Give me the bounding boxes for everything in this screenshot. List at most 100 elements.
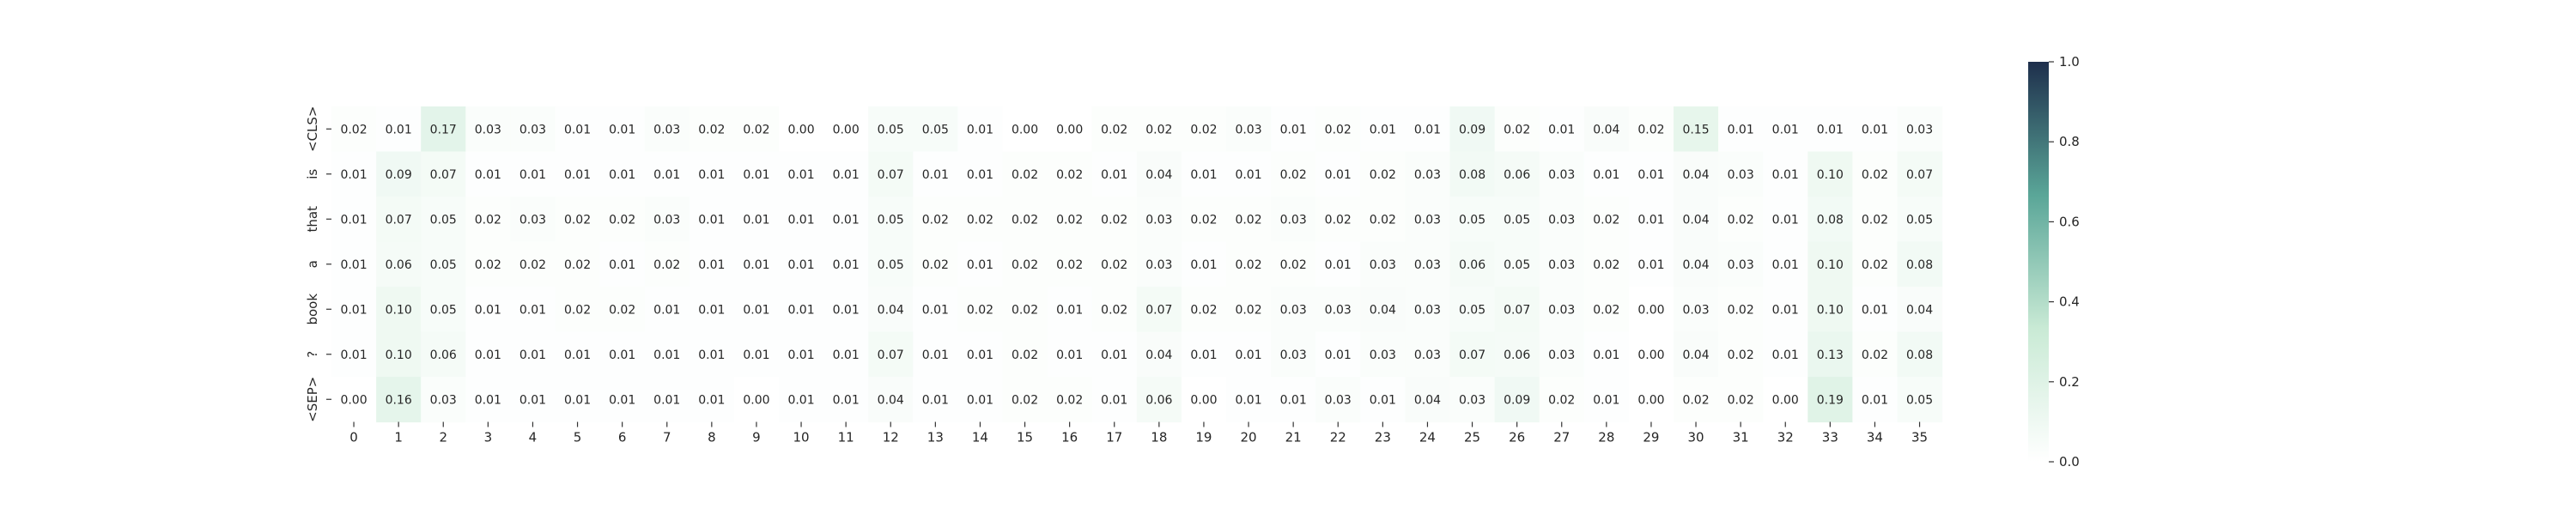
heatmap-cell: [868, 377, 914, 423]
heatmap-cell: [1449, 287, 1496, 333]
heatmap-cell: [1136, 151, 1182, 197]
x-tick-label: 9: [752, 430, 761, 445]
cell-value-label: 0.02: [967, 213, 993, 227]
cell-value-label: 0.02: [698, 123, 725, 136]
heatmap-cell: [779, 287, 824, 333]
x-tick-label: 20: [1241, 430, 1257, 445]
cell-value-label: 0.02: [1728, 393, 1754, 407]
heatmap-cell: [823, 197, 869, 243]
cell-value-label: 0.01: [519, 393, 546, 407]
cell-value-label: 0.01: [1370, 393, 1396, 407]
x-tick-label: 30: [1688, 430, 1704, 445]
cell-value-label: 0.05: [1906, 393, 1933, 407]
heatmap-cell: [1226, 151, 1272, 197]
cell-value-label: 0.01: [609, 123, 635, 136]
heatmap-cell: [1181, 287, 1227, 333]
cell-value-label: 0.00: [833, 123, 860, 136]
heatmap-cell: [1091, 241, 1138, 288]
x-tick-label: 15: [1017, 430, 1033, 445]
cell-value-label: 0.04: [1145, 168, 1172, 182]
cell-value-label: 0.01: [1325, 258, 1352, 272]
x-tick-label: 10: [793, 430, 810, 445]
cell-value-label: 0.03: [1414, 213, 1441, 227]
heatmap-cell: [510, 377, 556, 423]
cell-value-label: 0.02: [1548, 393, 1575, 407]
cell-value-label: 0.02: [967, 303, 993, 317]
cell-value-label: 0.02: [1012, 168, 1038, 182]
heatmap-cell: [1852, 106, 1899, 153]
cell-value-label: 0.00: [1637, 393, 1664, 407]
heatmap-cell: [510, 197, 556, 243]
cell-value-label: 0.01: [1772, 123, 1799, 136]
cell-value-label: 0.05: [1504, 258, 1530, 272]
heatmap-cell: [1271, 331, 1316, 378]
cell-value-label: 0.02: [1370, 213, 1396, 227]
cell-value-label: 0.03: [1548, 303, 1575, 317]
heatmap-cell: [913, 287, 958, 333]
cell-value-label: 0.03: [1459, 393, 1485, 407]
heatmap-cell: [1718, 197, 1764, 243]
heatmap-cell: [1539, 151, 1585, 197]
cell-value-label: 0.00: [340, 393, 367, 407]
heatmap-cell: [510, 241, 556, 288]
x-tick-label: 27: [1553, 430, 1570, 445]
cell-value-label: 0.01: [967, 168, 993, 182]
x-tick-label: 19: [1195, 430, 1212, 445]
cell-value-label: 0.07: [1504, 303, 1530, 317]
cell-value-label: 0.03: [1414, 168, 1441, 182]
heatmap-cell: [376, 241, 422, 288]
heatmap-cell: [1897, 197, 1943, 243]
heatmap-cell: [1852, 241, 1899, 288]
cell-value-label: 0.03: [1145, 258, 1172, 272]
heatmap-cell: [555, 151, 601, 197]
cell-value-label: 0.02: [743, 123, 769, 136]
x-tick-label: 23: [1375, 430, 1391, 445]
heatmap-cell: [689, 287, 735, 333]
x-tick-label: 13: [927, 430, 944, 445]
heatmap-cell: [957, 106, 1004, 153]
heatmap-cell: [868, 287, 914, 333]
heatmap-cell: [555, 241, 601, 288]
x-tick-label: 31: [1733, 430, 1749, 445]
heatmap-cell: [644, 287, 690, 333]
cell-value-label: 0.02: [653, 258, 680, 272]
cell-value-label: 0.02: [1056, 393, 1083, 407]
cell-value-label: 0.01: [698, 258, 725, 272]
cell-value-label: 0.04: [1682, 348, 1709, 362]
cell-value-label: 0.02: [1682, 393, 1709, 407]
cell-value-label: 0.01: [475, 348, 501, 362]
x-tick-label: 21: [1285, 430, 1302, 445]
cell-value-label: 0.02: [1593, 258, 1619, 272]
cell-value-label: 0.01: [1772, 303, 1799, 317]
heatmap-cell: [1181, 106, 1227, 153]
colorbar-ticks: 0.0 0.2 0.4 0.6 0.8 1.0: [2049, 54, 2080, 470]
cell-value-label: 0.03: [475, 123, 501, 136]
x-tick-label: 25: [1464, 430, 1480, 445]
colorbar-tick-label: 0.4: [2059, 294, 2080, 310]
heatmap-cell: [1583, 331, 1630, 378]
cell-value-label: 0.02: [1370, 168, 1396, 182]
heatmap-cell: [599, 331, 646, 378]
cell-value-label: 0.00: [1056, 123, 1083, 136]
heatmap-cell: [913, 151, 958, 197]
heatmap-cell: [1091, 287, 1138, 333]
heatmap-cell: [1807, 377, 1853, 423]
cell-value-label: 0.03: [1548, 258, 1575, 272]
cell-value-label: 0.06: [1504, 168, 1530, 182]
cell-value-label: 0.13: [1817, 348, 1844, 362]
heatmap-cell: [1674, 377, 1719, 423]
x-tick-label: 28: [1598, 430, 1614, 445]
cell-value-label: 0.03: [1280, 213, 1307, 227]
cell-value-label: 0.02: [1190, 303, 1217, 317]
cell-value-label: 0.01: [833, 303, 860, 317]
heatmap-cell: [1360, 151, 1406, 197]
heatmap-cell: [733, 151, 780, 197]
cell-value-label: 0.01: [1862, 123, 1888, 136]
cell-value-label: 0.07: [386, 213, 412, 227]
heatmap-cell: [644, 241, 690, 288]
heatmap-cell: [1181, 377, 1227, 423]
cell-value-label: 0.02: [1235, 213, 1261, 227]
cell-value-label: 0.04: [878, 393, 904, 407]
cell-value-label: 0.09: [386, 168, 412, 182]
heatmap-cell: [1271, 197, 1316, 243]
